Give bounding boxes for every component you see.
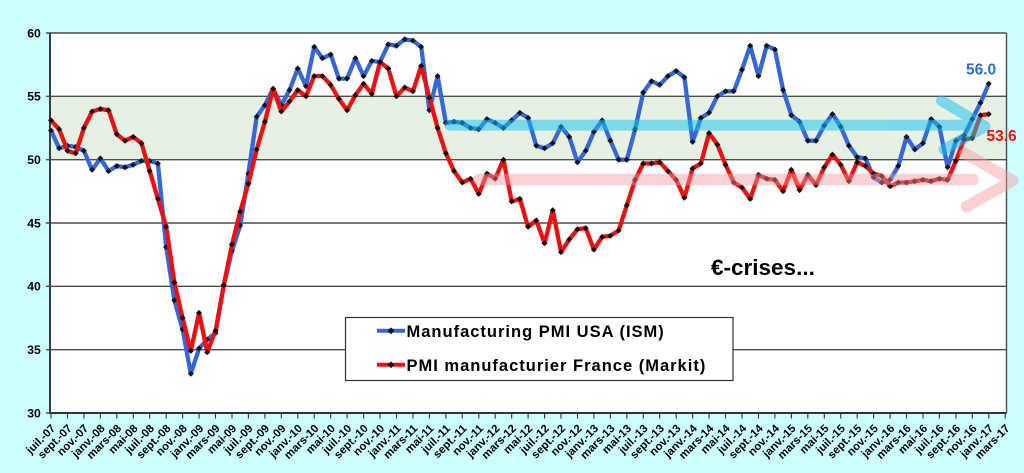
svg-text:60: 60	[27, 26, 41, 40]
svg-text:PMI manufacturier France (Mark: PMI manufacturier France (Markit)	[407, 357, 707, 375]
svg-text:50: 50	[27, 153, 41, 167]
svg-text:30: 30	[27, 406, 41, 420]
svg-text:45: 45	[27, 216, 41, 230]
svg-text:56.0: 56.0	[966, 61, 996, 78]
svg-text:53.6: 53.6	[987, 128, 1018, 145]
svg-text:55: 55	[27, 90, 41, 104]
svg-text:€-crises...: €-crises...	[711, 255, 815, 280]
svg-text:40: 40	[27, 280, 41, 294]
svg-text:35: 35	[27, 343, 41, 357]
svg-text:Manufacturing PMI USA (ISM): Manufacturing PMI USA (ISM)	[407, 323, 665, 341]
